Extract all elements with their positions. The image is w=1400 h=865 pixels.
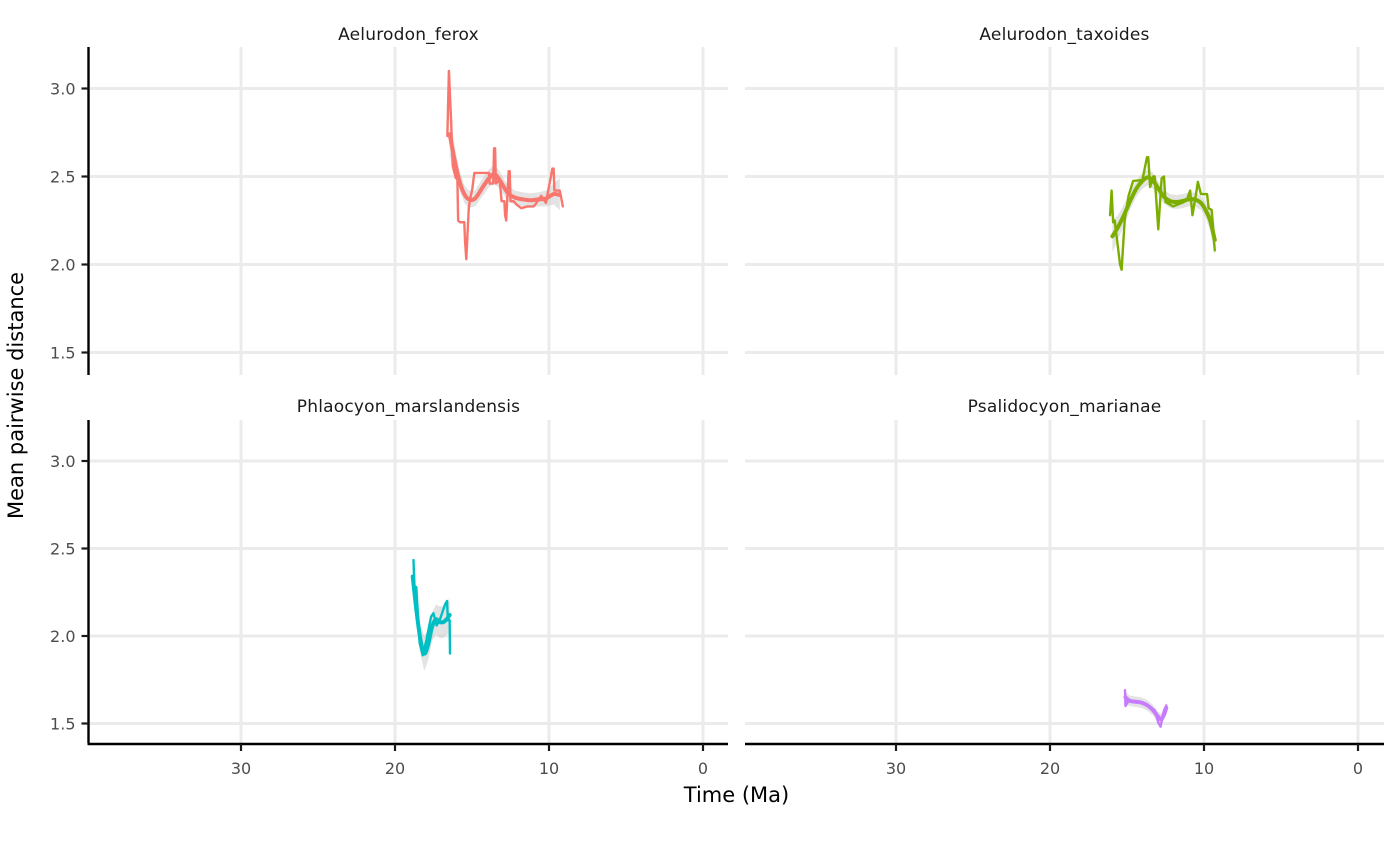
facet-panel (1123, 689, 1169, 728)
y-tick-label: 1.5 (50, 344, 75, 363)
series-smooth-line (1110, 175, 1217, 242)
x-tick-label: 20 (1040, 759, 1060, 778)
facet-title-aelurodon-taxoides: Aelurodon_taxoides (979, 25, 1150, 45)
y-axis: 3.0 2.5 2.0 1.5 (50, 420, 90, 743)
x-tick-label: 10 (1194, 759, 1214, 778)
panel-gridlines (89, 47, 1384, 743)
x-tick-label: 0 (698, 759, 708, 778)
facet-panel (1108, 155, 1217, 271)
facet-title-phlaocyon-marslandensis: Phlaocyon_marslandensis (296, 397, 521, 417)
x-axis: 30 20 10 0 (745, 742, 1384, 778)
x-tick-label: 20 (385, 759, 405, 778)
y-tick-label: 2.0 (50, 256, 75, 275)
x-axis: 30 20 10 0 (87, 742, 728, 778)
series-raw-line (446, 69, 565, 261)
y-tick-label: 1.5 (50, 715, 75, 734)
y-axis-title: Mean pairwise distance (4, 271, 28, 519)
facet-title-aelurodon-ferox: Aelurodon_ferox (338, 25, 479, 45)
y-tick-label: 2.0 (50, 627, 75, 646)
facet-panel (410, 558, 452, 671)
x-tick-label: 30 (886, 759, 906, 778)
series-smooth-line (447, 132, 562, 203)
facet-panel (446, 69, 565, 261)
x-tick-label: 10 (539, 759, 559, 778)
y-tick-label: 2.5 (50, 168, 75, 187)
y-axis: 3.0 2.5 2.0 1.5 (50, 47, 90, 375)
facet-title-psalidocyon-marianae: Psalidocyon_marianae (967, 397, 1162, 417)
x-axis-title: Time (Ma) (683, 783, 790, 807)
y-tick-label: 3.0 (50, 452, 75, 471)
y-tick-label: 2.5 (50, 540, 75, 559)
series-raw-line (1108, 155, 1216, 271)
y-tick-label: 3.0 (50, 80, 75, 99)
confidence-band (1112, 169, 1215, 256)
series-smooth-line (1123, 695, 1169, 722)
x-tick-label: 0 (1353, 759, 1363, 778)
series-smooth-line (410, 574, 452, 656)
x-tick-label: 30 (231, 759, 251, 778)
